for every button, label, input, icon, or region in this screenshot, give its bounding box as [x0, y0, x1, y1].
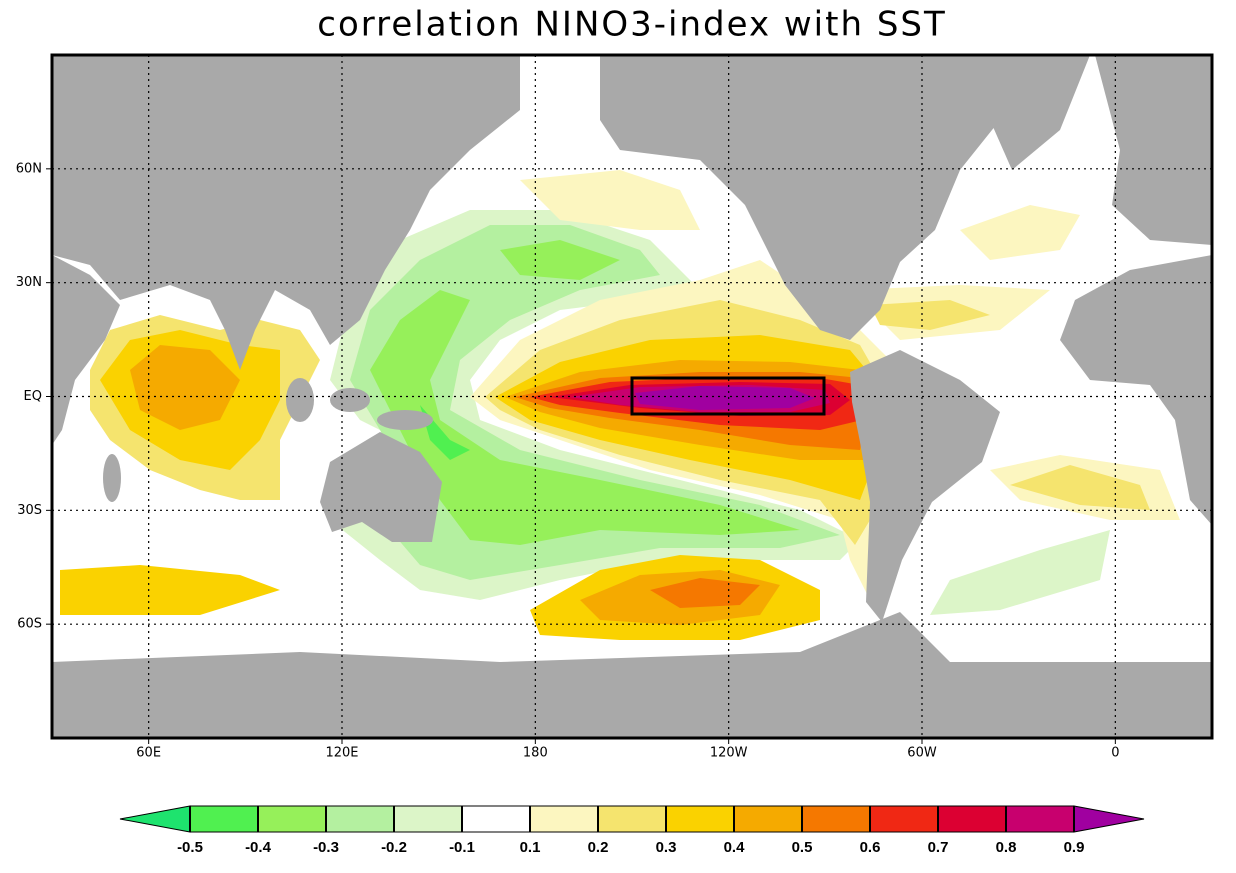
colorbar-box	[665, 805, 735, 833]
x-tick-label: 0	[1111, 746, 1119, 761]
colorbar-box	[733, 805, 803, 833]
colorbar-arrow	[1073, 805, 1145, 833]
colorbar-arrow	[119, 805, 191, 833]
colorbar-label: -0.4	[245, 839, 272, 856]
colorbar-box	[461, 805, 531, 833]
colorbar-label: -0.1	[449, 839, 475, 856]
x-tick-label: 60E	[136, 746, 161, 761]
colorbar-box	[1005, 805, 1075, 833]
colorbar-label: -0.2	[381, 839, 407, 856]
colorbar-box	[937, 805, 1007, 833]
y-tick-label: 30N	[16, 275, 42, 290]
x-tick-label: 120W	[710, 746, 748, 761]
grid	[52, 55, 1212, 738]
colorbar-label: 0.6	[860, 839, 881, 856]
y-tick-label: 60S	[17, 617, 42, 632]
colorbar-box	[869, 805, 939, 833]
colorbar-label: 0.9	[1064, 839, 1085, 856]
colorbar-label: 0.3	[656, 839, 677, 856]
y-tick-label: 30S	[17, 503, 42, 518]
colorbar-label: 0.1	[520, 839, 541, 856]
colorbar-box	[325, 805, 395, 833]
colorbar-box	[801, 805, 871, 833]
colorbar-label: 0.5	[792, 839, 813, 856]
colorbar-label: 0.8	[996, 839, 1017, 856]
colorbar-box	[393, 805, 463, 833]
colorbar-label: 0.7	[928, 839, 949, 856]
y-tick-label: 60N	[16, 161, 42, 176]
x-tick-label: 120E	[325, 746, 358, 761]
x-tick-label: 60W	[907, 746, 937, 761]
colorbar-label: 0.2	[588, 839, 609, 856]
x-tick-label: 180	[523, 746, 548, 761]
y-tick-label: EQ	[24, 389, 42, 404]
colorbar-label: -0.5	[177, 839, 203, 856]
colorbar-label: -0.3	[313, 839, 339, 856]
colorbar-box	[529, 805, 599, 833]
colorbar-box	[189, 805, 259, 833]
colorbar-box	[597, 805, 667, 833]
colorbar-box	[257, 805, 327, 833]
colorbar-label: 0.4	[724, 839, 746, 856]
chart-title: correlation NINO3-index with SST	[317, 5, 947, 45]
